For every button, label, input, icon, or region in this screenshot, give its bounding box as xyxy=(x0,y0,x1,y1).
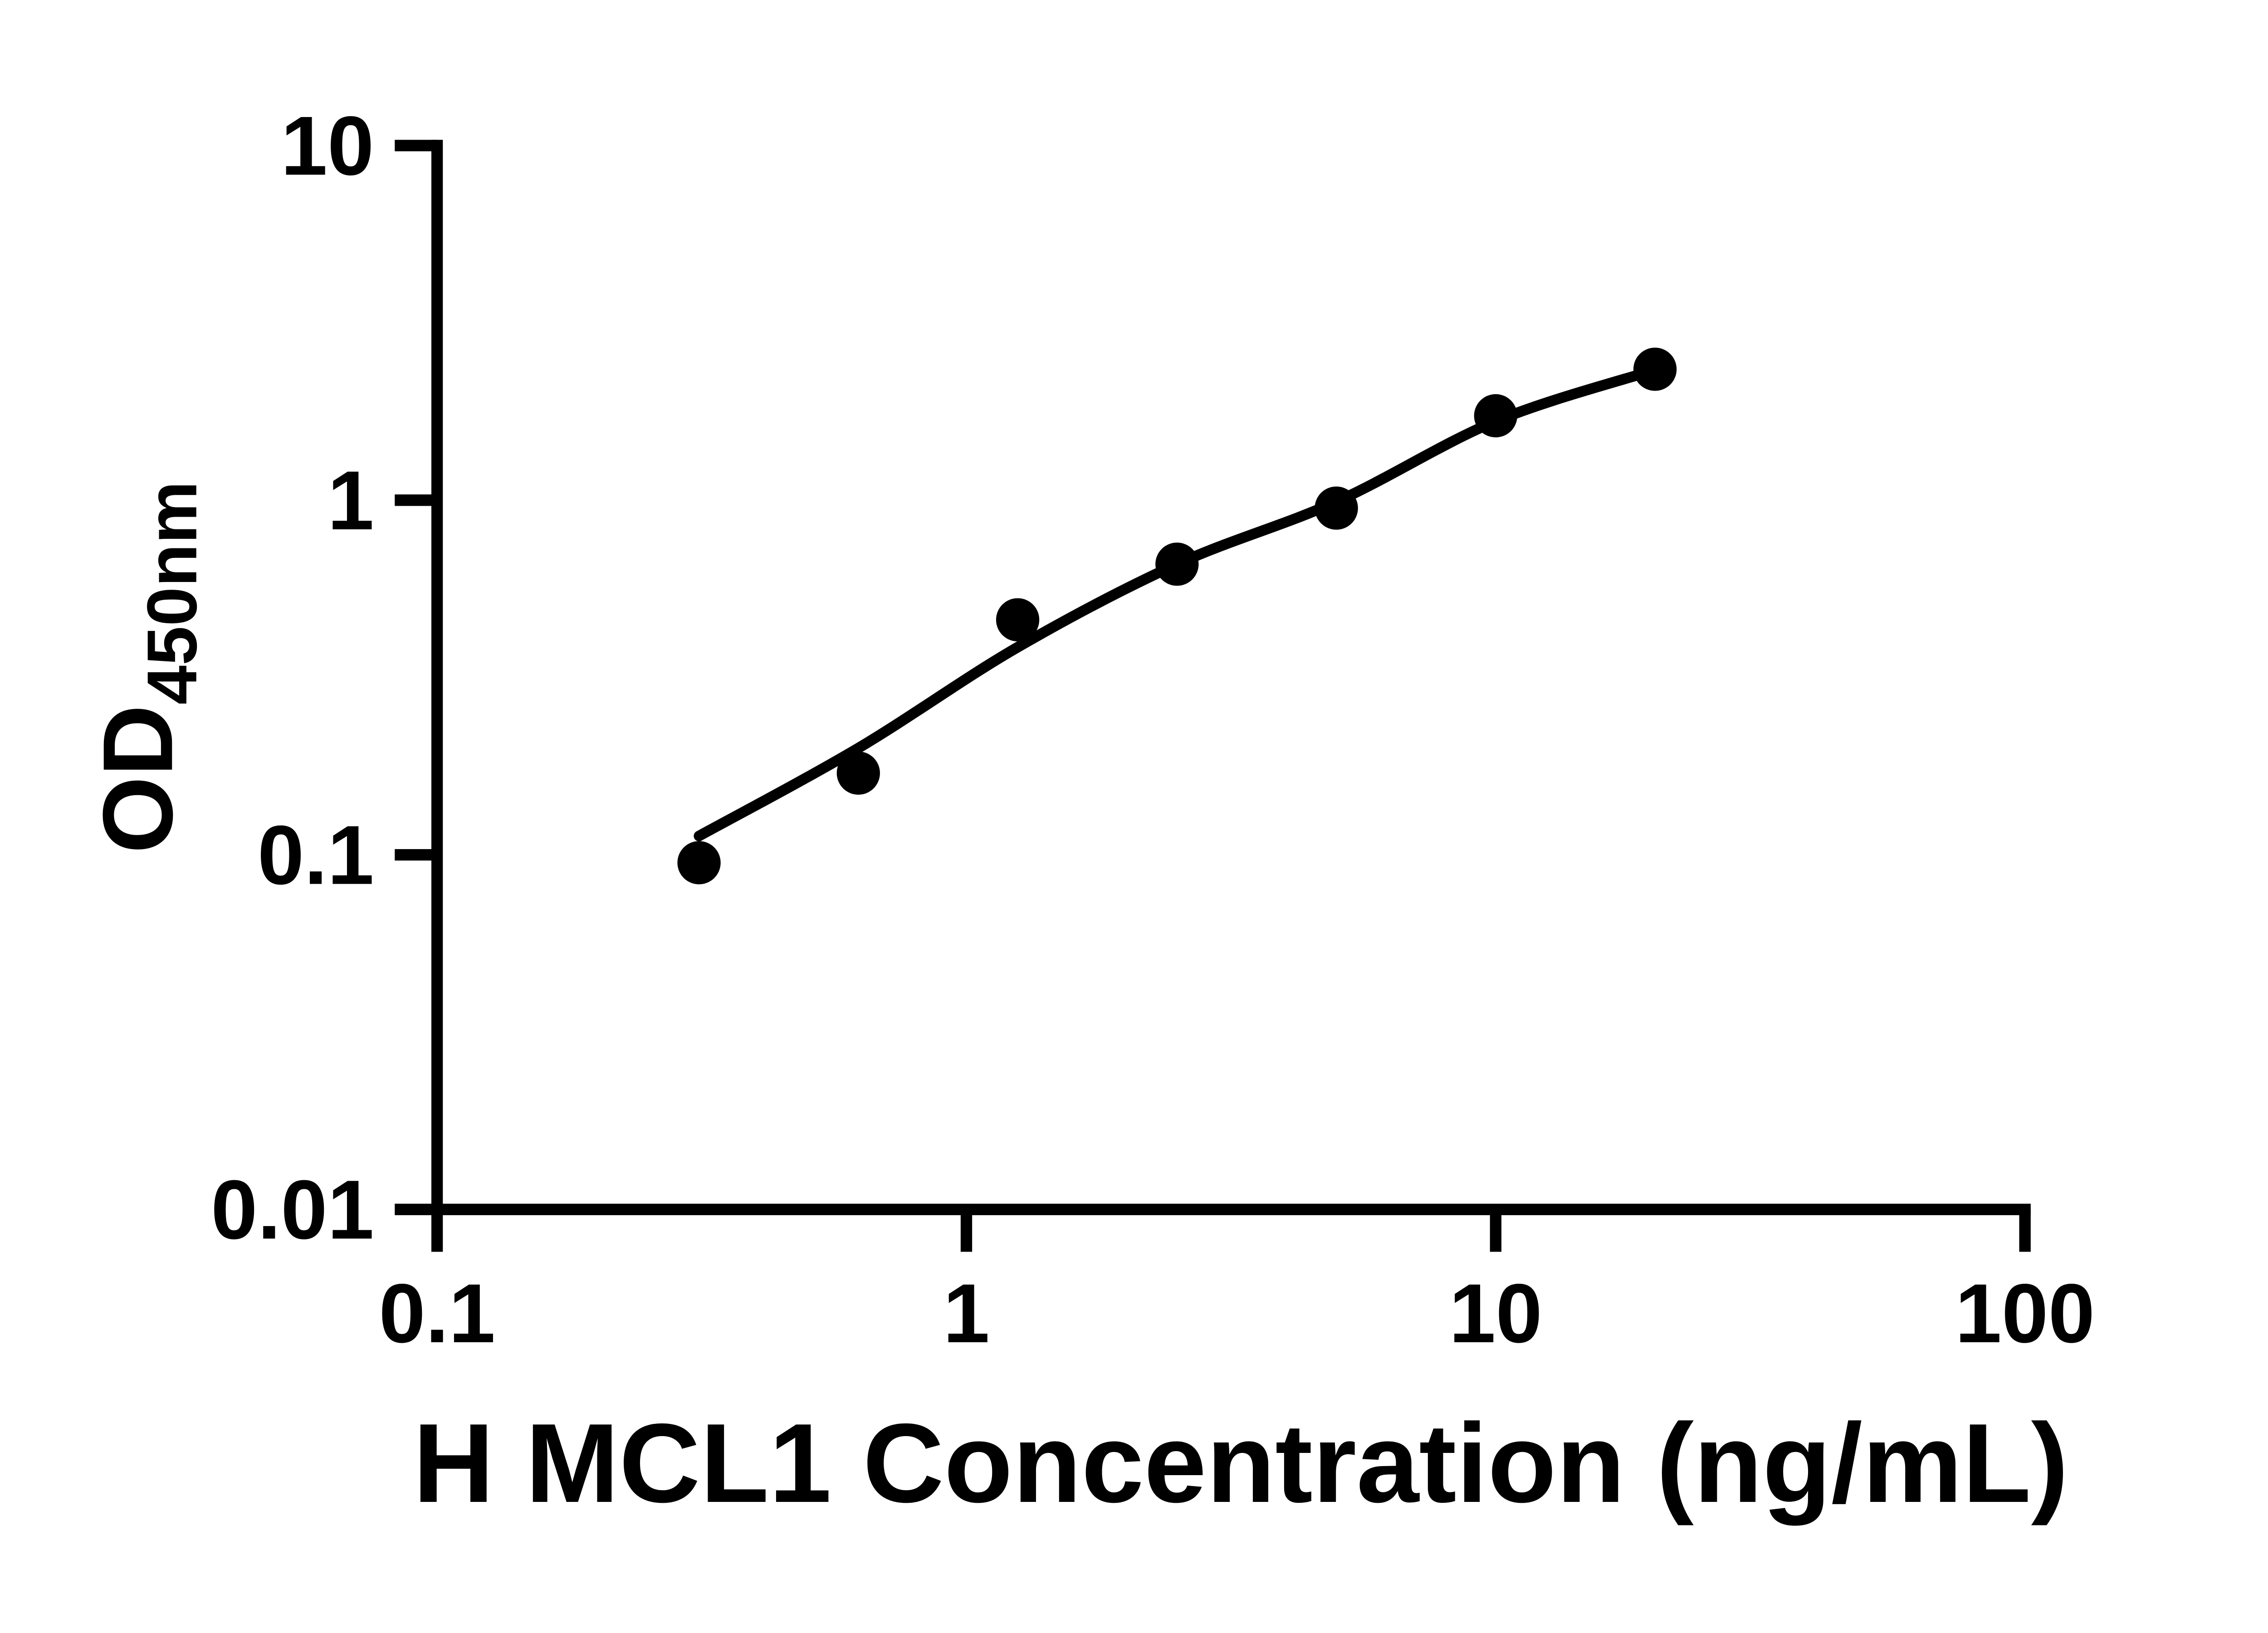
data-point-marker xyxy=(677,841,721,885)
y-tick-label: 1 xyxy=(327,454,374,548)
y-axis-title-main: OD xyxy=(83,704,193,853)
x-axis-ticks xyxy=(431,1209,2031,1252)
elisa-standard-curve-figure: 0.01 0.1 1 10 0.1 1 10 100 H MCL1 Concentratio… xyxy=(83,99,2095,1526)
data-point-marker xyxy=(996,598,1040,641)
data-point-marker xyxy=(1155,543,1199,586)
y-axis-tick-labels: 0.01 0.1 1 10 xyxy=(211,99,374,1257)
x-axis-tick-labels: 0.1 1 10 100 xyxy=(379,1267,2095,1360)
y-axis-title-subscript: 450nm xyxy=(132,481,211,704)
y-tick-label: 0.01 xyxy=(211,1163,374,1257)
data-point-series xyxy=(677,347,1677,885)
x-tick-label: 100 xyxy=(1955,1267,2095,1360)
x-axis-title: H MCL1 Concentration (ng/mL) xyxy=(413,1400,2068,1526)
y-axis-title: OD450nm xyxy=(83,481,211,853)
x-tick-label: 10 xyxy=(1449,1267,1542,1360)
x-tick-label: 0.1 xyxy=(379,1267,495,1360)
data-point-marker xyxy=(836,751,880,795)
y-tick-label: 0.1 xyxy=(258,809,374,902)
axes xyxy=(431,140,2031,1215)
x-tick-label: 1 xyxy=(943,1267,990,1360)
data-point-marker xyxy=(1315,486,1358,530)
y-tick-label: 10 xyxy=(281,99,374,193)
data-point-marker xyxy=(1633,347,1677,391)
data-point-marker xyxy=(1474,394,1518,438)
y-axis-ticks xyxy=(395,140,437,1215)
